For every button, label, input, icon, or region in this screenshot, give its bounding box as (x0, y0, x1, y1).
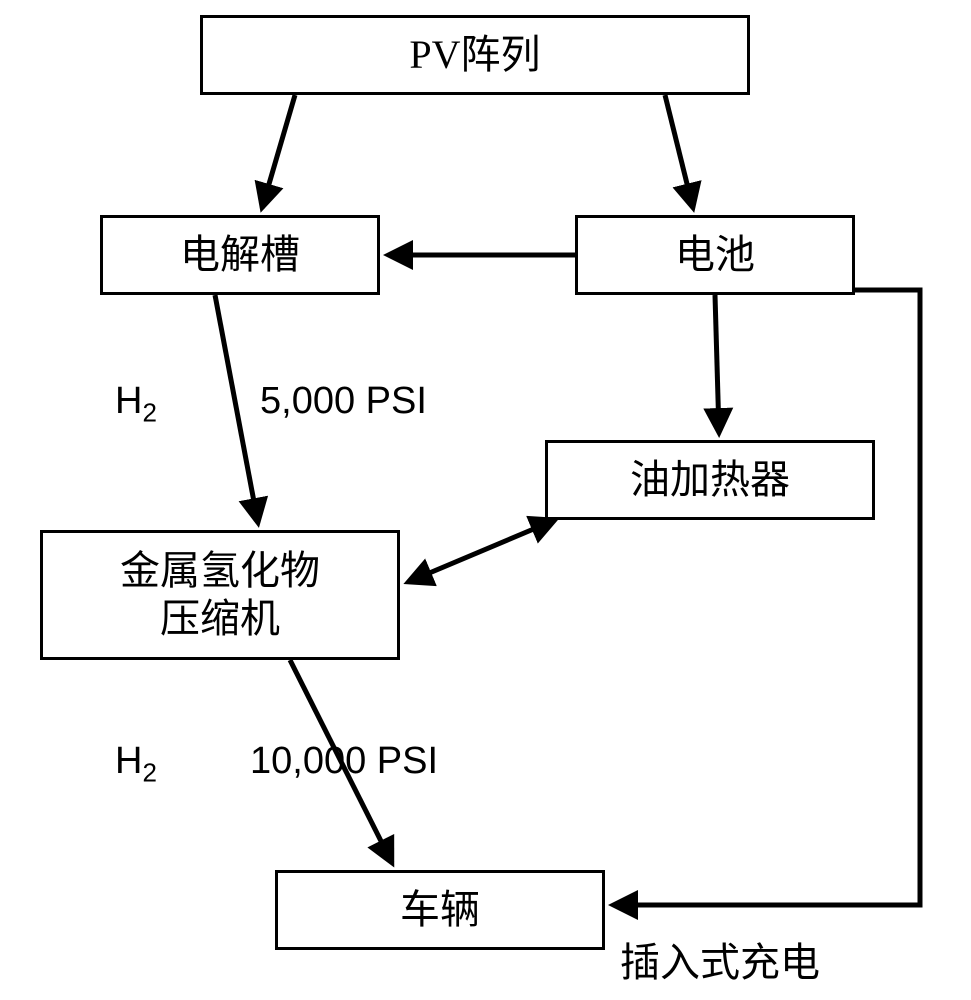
node-label-electrolyzer: 电解槽 (180, 231, 300, 279)
node-label-pv-array: PV阵列 (409, 31, 540, 79)
node-label-compressor: 金属氢化物 压缩机 (120, 547, 320, 643)
node-pv-array: PV阵列 (200, 15, 750, 95)
edge-label-h2-2: H2 (115, 740, 157, 789)
edge-label-plugin: 插入式充电 (620, 930, 820, 988)
edge-label-psi-2: 10,000 PSI (250, 740, 438, 783)
node-label-vehicle: 车辆 (400, 886, 480, 934)
edge-label-h2-1: H2 (115, 380, 157, 429)
edge-electrolyzer-to-compressor (215, 295, 258, 523)
node-electrolyzer: 电解槽 (100, 215, 380, 295)
edge-battery-to-vehicle (613, 290, 920, 905)
edge-battery-to-heater (715, 295, 719, 433)
node-label-battery: 电池 (675, 231, 755, 279)
edge-heater-to-compressor (408, 520, 555, 582)
node-battery: 电池 (575, 215, 855, 295)
node-label-oil-heater: 油加热器 (630, 456, 790, 504)
edge-pv-to-electrolyzer (262, 95, 295, 208)
node-oil-heater: 油加热器 (545, 440, 875, 520)
edge-pv-to-battery (665, 95, 693, 208)
node-compressor: 金属氢化物 压缩机 (40, 530, 400, 660)
flowchart-diagram: PV阵列 电解槽 电池 油加热器 金属氢化物 压缩机 车辆 H2 5,000 P… (0, 0, 971, 1000)
edge-label-psi-1: 5,000 PSI (260, 380, 427, 423)
node-vehicle: 车辆 (275, 870, 605, 950)
